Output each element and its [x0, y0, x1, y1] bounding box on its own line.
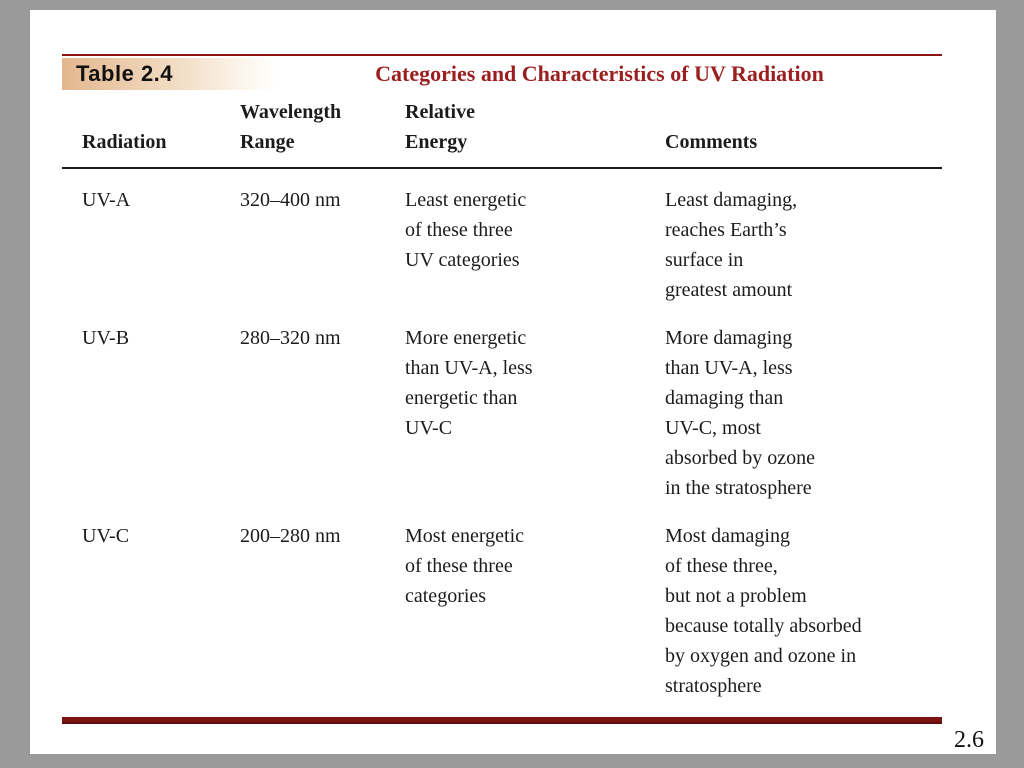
column-header-relative-energy: Relative Energy [405, 101, 475, 153]
cell-radiation: UV-C [82, 525, 130, 547]
slide: Table 2.4 Categories and Characteristics… [30, 10, 996, 754]
table-top-rule [62, 54, 942, 56]
table-header-row: Radiation Wavelength Range Relative Ener… [62, 97, 942, 169]
table-bottom-rule [62, 717, 942, 724]
cell-relative-energy: Least energetic of these three UV catego… [405, 189, 527, 271]
column-header-comments: Comments [665, 131, 758, 153]
cell-comments: Most damaging of these three, but not a … [665, 525, 862, 697]
table-label: Table 2.4 [62, 58, 277, 90]
cell-comments: More damaging than UV-A, less damaging t… [665, 327, 815, 499]
uv-radiation-table: Table 2.4 Categories and Characteristics… [62, 54, 942, 724]
table-row: UV-C 200–280 nm Most energetic of these … [62, 521, 942, 701]
cell-radiation: UV-A [82, 189, 131, 211]
column-header-radiation: Radiation [82, 131, 167, 153]
cell-radiation: UV-B [82, 327, 130, 349]
cell-wavelength-range: 280–320 nm [240, 327, 341, 349]
cell-wavelength-range: 320–400 nm [240, 189, 341, 211]
slide-page-number: 2.6 [954, 727, 984, 753]
table-row: UV-B 280–320 nm More energetic than UV-A… [62, 323, 942, 503]
column-header-wavelength-range: Wavelength Range [240, 101, 342, 153]
table-title: Categories and Characteristics of UV Rad… [375, 61, 824, 86]
table-row: UV-A 320–400 nm Least energetic of these… [62, 185, 942, 305]
cell-comments: Least damaging, reaches Earth’s surface … [665, 189, 798, 301]
table-caption-bar: Table 2.4 Categories and Characteristics… [62, 57, 942, 91]
cell-wavelength-range: 200–280 nm [240, 525, 341, 547]
cell-relative-energy: Most energetic of these three categories [405, 525, 525, 607]
cell-relative-energy: More energetic than UV-A, less energetic… [405, 327, 533, 439]
